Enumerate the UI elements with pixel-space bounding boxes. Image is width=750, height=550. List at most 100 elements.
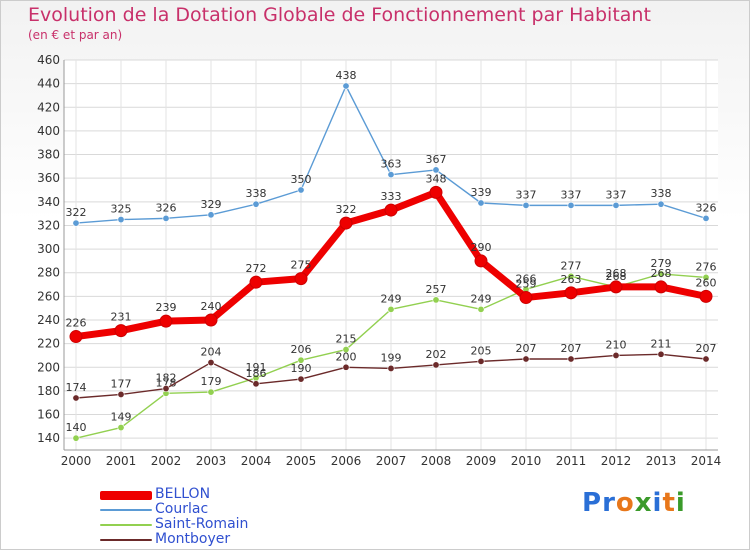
data-point-saint-romain — [342, 346, 350, 354]
data-label-montboyer: 186 — [246, 367, 267, 380]
x-tick-label: 2000 — [61, 454, 92, 468]
data-point-courlac — [657, 200, 665, 208]
data-point-courlac — [612, 201, 620, 209]
x-tick-label: 2011 — [556, 454, 587, 468]
data-point-montboyer — [702, 355, 710, 363]
data-label-courlac: 326 — [156, 201, 177, 214]
data-label-montboyer: 190 — [291, 362, 312, 375]
legend-label: Courlac — [155, 501, 209, 517]
legend-label: BELLON — [155, 486, 211, 502]
data-label-saint-romain: 249 — [471, 292, 492, 305]
data-point-courlac — [432, 166, 440, 174]
y-tick-label: 320 — [37, 218, 60, 232]
data-point-courlac — [477, 199, 485, 207]
data-label-courlac: 337 — [606, 188, 627, 201]
y-tick-label: 400 — [37, 124, 60, 138]
data-label-montboyer: 177 — [111, 377, 132, 390]
data-point-bellon — [384, 203, 398, 217]
y-tick-label: 180 — [37, 384, 60, 398]
y-tick-label: 220 — [37, 337, 60, 351]
data-point-montboyer — [657, 350, 665, 358]
data-point-courlac — [702, 214, 710, 222]
data-label-courlac: 338 — [246, 187, 267, 200]
data-point-bellon — [294, 272, 308, 286]
data-label-saint-romain: 206 — [291, 343, 312, 356]
data-point-bellon — [609, 280, 623, 294]
data-point-courlac — [567, 201, 575, 209]
legend-swatch — [100, 539, 152, 541]
data-label-bellon: 259 — [516, 278, 537, 291]
y-tick-label: 440 — [37, 77, 60, 91]
data-point-courlac — [387, 171, 395, 179]
logo-letter: t — [662, 488, 676, 518]
data-point-montboyer — [162, 385, 170, 393]
x-tick-label: 2003 — [196, 454, 227, 468]
data-point-montboyer — [522, 355, 530, 363]
data-label-bellon: 240 — [201, 300, 222, 313]
data-point-montboyer — [72, 394, 80, 402]
logo-letter: P — [582, 488, 603, 518]
data-label-bellon: 268 — [606, 267, 627, 280]
x-tick-label: 2012 — [601, 454, 632, 468]
data-label-courlac: 337 — [516, 188, 537, 201]
data-point-bellon — [474, 254, 488, 268]
data-label-montboyer: 202 — [426, 348, 447, 361]
data-label-saint-romain: 249 — [381, 292, 402, 305]
data-point-montboyer — [612, 351, 620, 359]
x-tick-label: 2002 — [151, 454, 182, 468]
x-tick-label: 2007 — [376, 454, 407, 468]
x-tick-label: 2009 — [466, 454, 497, 468]
data-label-saint-romain: 279 — [651, 257, 672, 270]
data-label-bellon: 275 — [291, 259, 312, 272]
legend-swatch — [100, 509, 152, 511]
data-point-courlac — [207, 211, 215, 219]
data-point-saint-romain — [117, 424, 125, 432]
y-tick-label: 240 — [37, 313, 60, 327]
data-label-saint-romain: 257 — [426, 283, 447, 296]
data-label-montboyer: 207 — [561, 342, 582, 355]
data-point-bellon — [69, 330, 83, 344]
data-label-montboyer: 211 — [651, 337, 672, 350]
data-point-bellon — [654, 280, 668, 294]
y-tick-label: 280 — [37, 266, 60, 280]
data-label-bellon: 333 — [381, 190, 402, 203]
data-point-bellon — [339, 216, 353, 230]
data-point-saint-romain — [657, 270, 665, 278]
y-tick-label: 460 — [37, 53, 60, 67]
data-label-saint-romain: 149 — [111, 411, 132, 424]
data-point-bellon — [159, 314, 173, 328]
data-point-saint-romain — [432, 296, 440, 304]
data-label-saint-romain: 266 — [516, 272, 537, 285]
data-label-montboyer: 200 — [336, 350, 357, 363]
data-label-courlac: 438 — [336, 69, 357, 82]
data-point-saint-romain — [297, 356, 305, 364]
y-tick-label: 260 — [37, 289, 60, 303]
legend-swatch — [100, 490, 152, 500]
data-point-saint-romain — [207, 388, 215, 396]
data-point-bellon — [249, 275, 263, 289]
data-point-montboyer — [567, 355, 575, 363]
y-tick-label: 160 — [37, 408, 60, 422]
data-label-montboyer: 207 — [516, 342, 537, 355]
data-point-montboyer — [432, 361, 440, 369]
x-tick-label: 2014 — [691, 454, 722, 468]
data-label-courlac: 339 — [471, 186, 492, 199]
data-label-bellon: 322 — [336, 203, 357, 216]
data-point-saint-romain — [702, 273, 710, 281]
logo-letter: i — [675, 488, 686, 518]
data-point-montboyer — [117, 390, 125, 398]
data-point-montboyer — [252, 380, 260, 388]
data-label-montboyer: 182 — [156, 372, 177, 385]
y-tick-label: 300 — [37, 242, 60, 256]
data-point-saint-romain — [72, 434, 80, 442]
data-point-courlac — [297, 186, 305, 194]
legend-label: Montboyer — [155, 531, 231, 547]
data-point-bellon — [564, 286, 578, 300]
data-point-montboyer — [387, 364, 395, 372]
x-tick-label: 2013 — [646, 454, 677, 468]
data-label-saint-romain: 277 — [561, 259, 582, 272]
data-point-montboyer — [477, 357, 485, 365]
data-label-courlac: 350 — [291, 173, 312, 186]
data-label-bellon: 272 — [246, 262, 267, 275]
data-label-courlac: 338 — [651, 187, 672, 200]
